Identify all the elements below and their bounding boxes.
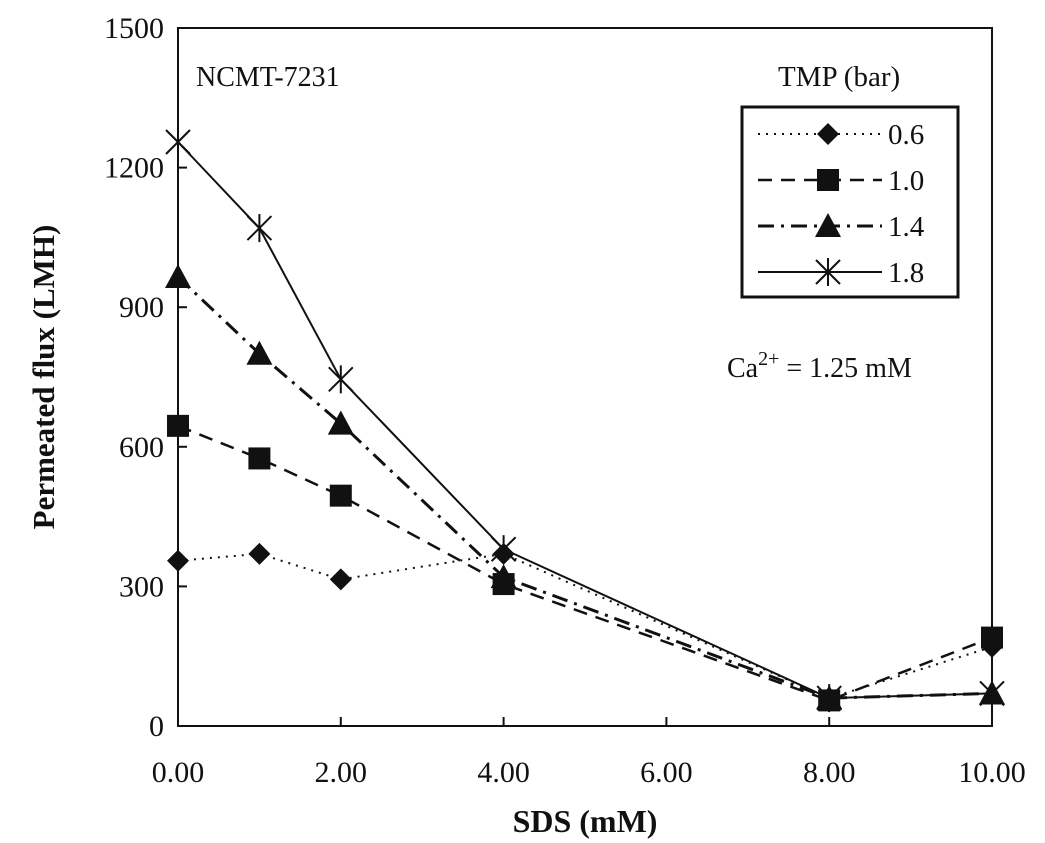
y-tick-label: 1500 [104,12,164,45]
x-axis-ticks: 0.00 2.00 4.00 6.00 8.00 10.00 [152,717,1026,789]
series-lines [176,141,993,702]
x-tick-label: 6.00 [640,756,693,789]
legend-box [740,105,960,299]
membrane-label: NCMT-7231 [196,62,340,93]
data-point-1.4 [490,564,517,589]
series-line-1.4 [176,275,993,700]
legend: 0.6 1.0 1.4 1.8 [758,119,925,289]
data-point-1.4 [327,410,354,435]
series-markers [165,128,1005,713]
data-point-1.0 [329,484,352,507]
data-point-1.0 [167,414,189,437]
legend-marker-1.0 [817,169,839,191]
data-point-0.6 [329,568,352,591]
y-tick-label: 0 [149,710,164,743]
legend-label-1.8: 1.8 [888,257,924,289]
data-point-1.8 [246,214,273,243]
legend-marker-1.4 [815,213,841,238]
x-tick-label: 4.00 [477,756,530,789]
series-line-1.0 [177,424,993,702]
calcium-symbol: Ca [727,353,759,384]
data-point-0.6 [248,542,271,565]
plot-area [177,27,993,727]
x-tick-label: 8.00 [803,756,856,789]
data-point-1.0 [248,447,271,470]
legend-label-1.0: 1.0 [888,165,924,197]
legend-title: TMP (bar) [778,61,900,93]
y-tick-label: 900 [119,291,164,324]
data-point-0.6 [167,549,189,572]
y-tick-label: 600 [119,431,164,464]
calcium-annotation: Ca2+ = 1.25 mM [727,348,912,384]
x-tick-label: 0.00 [152,756,205,789]
y-tick-label: 300 [119,570,164,603]
legend-marker-0.6 [817,123,839,145]
data-point-1.0 [981,626,1003,649]
calcium-charge: 2+ [758,348,779,370]
x-axis-title: SDS (mM) [513,803,658,839]
legend-marker-1.8 [815,258,841,286]
data-point-1.8 [816,684,842,713]
data-point-1.8 [490,535,517,564]
data-point-1.4 [165,263,191,289]
series-line-1.8 [177,141,993,700]
y-axis-title: Permeated flux (LMH) [26,225,61,530]
data-point-1.8 [165,128,191,157]
series-line-0.6 [177,552,993,700]
x-tick-label: 2.00 [315,756,368,789]
y-axis-ticks: 0 300 600 900 1200 1500 [104,12,187,743]
y-tick-label: 1200 [104,152,164,185]
data-point-1.8 [328,365,354,394]
calcium-value: = 1.25 mM [779,353,912,384]
legend-label-1.4: 1.4 [888,211,925,243]
x-tick-label: 10.00 [958,756,1026,789]
data-point-1.8 [979,679,1005,708]
data-point-1.4 [246,340,273,365]
legend-label-0.6: 0.6 [888,119,924,151]
